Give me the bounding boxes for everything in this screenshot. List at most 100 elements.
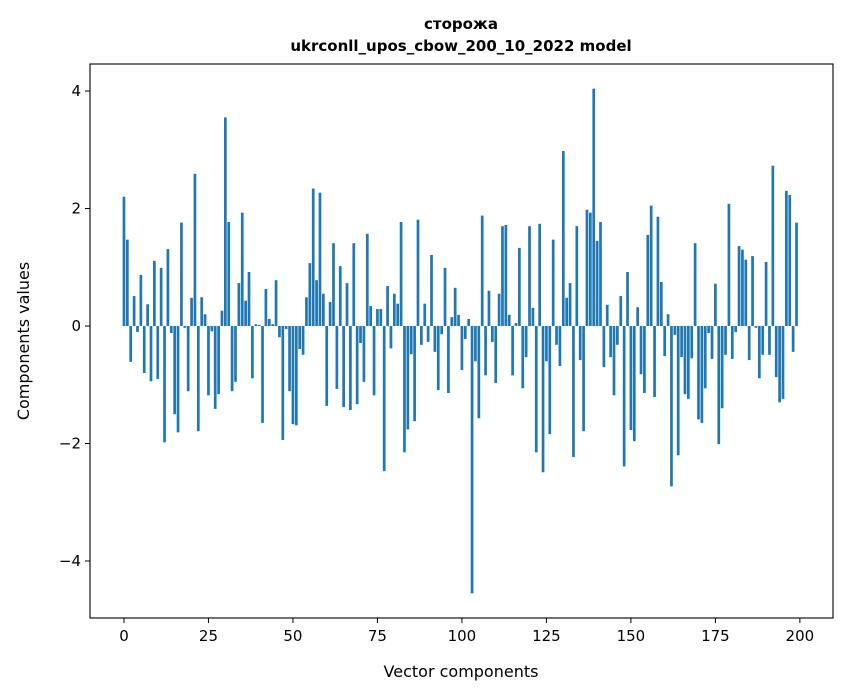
bar-153 bbox=[639, 326, 643, 375]
bar-142 bbox=[602, 326, 606, 368]
bar-42 bbox=[264, 289, 268, 327]
bar-15 bbox=[173, 326, 177, 415]
bar-68 bbox=[352, 243, 356, 327]
bar-73 bbox=[369, 306, 373, 327]
bar-27 bbox=[213, 326, 217, 409]
bar-155 bbox=[646, 234, 650, 327]
bar-149 bbox=[626, 271, 629, 327]
y-tick-label: 0 bbox=[71, 317, 81, 335]
bar-141 bbox=[599, 222, 602, 327]
bar-98 bbox=[453, 287, 457, 327]
bar-41 bbox=[261, 326, 264, 423]
bar-18 bbox=[183, 326, 187, 328]
bar-75 bbox=[376, 308, 379, 327]
bar-97 bbox=[450, 317, 454, 327]
bar-7 bbox=[146, 304, 149, 327]
bar-13 bbox=[166, 249, 170, 327]
bar-122 bbox=[534, 326, 538, 453]
bar-61 bbox=[328, 301, 332, 327]
bar-151 bbox=[632, 326, 636, 442]
bar-85 bbox=[409, 326, 413, 355]
bar-71 bbox=[362, 326, 366, 382]
bar-49 bbox=[288, 326, 291, 392]
bar-192 bbox=[771, 165, 775, 327]
bar-196 bbox=[785, 190, 788, 327]
bar-195 bbox=[781, 326, 785, 399]
bar-130 bbox=[561, 150, 565, 327]
bar-56 bbox=[311, 188, 315, 327]
bar-120 bbox=[528, 226, 531, 327]
bar-87 bbox=[416, 219, 420, 327]
x-tick-label: 25 bbox=[199, 627, 218, 645]
bar-145 bbox=[612, 326, 616, 396]
bar-180 bbox=[730, 326, 734, 359]
bar-55 bbox=[308, 263, 312, 327]
bar-183 bbox=[741, 249, 744, 327]
bar-168 bbox=[690, 326, 694, 359]
bar-79 bbox=[389, 326, 393, 349]
bar-199 bbox=[795, 222, 798, 327]
bar-80 bbox=[392, 293, 396, 327]
bar-102 bbox=[467, 318, 471, 327]
bar-92 bbox=[433, 326, 437, 352]
bar-181 bbox=[734, 326, 738, 332]
bar-143 bbox=[605, 304, 609, 327]
bar-172 bbox=[703, 326, 707, 389]
bar-0 bbox=[122, 196, 126, 327]
bar-72 bbox=[365, 233, 369, 327]
bar-69 bbox=[355, 326, 359, 405]
bar-53 bbox=[301, 326, 305, 355]
bar-96 bbox=[447, 326, 450, 393]
bar-160 bbox=[663, 326, 667, 356]
bar-23 bbox=[200, 297, 204, 327]
bar-43 bbox=[267, 318, 271, 327]
bar-4 bbox=[136, 326, 139, 332]
bar-170 bbox=[697, 326, 700, 420]
chart-subtitle: ukrconll_upos_cbow_200_10_2022 model bbox=[290, 37, 631, 55]
bar-60 bbox=[325, 326, 329, 406]
bar-174 bbox=[710, 326, 714, 359]
bar-38 bbox=[251, 326, 254, 379]
bar-110 bbox=[494, 326, 498, 384]
bar-138 bbox=[588, 212, 592, 327]
bar-20 bbox=[190, 297, 193, 327]
x-tick-label: 125 bbox=[532, 627, 561, 645]
bar-186 bbox=[751, 256, 754, 327]
bar-11 bbox=[159, 267, 163, 327]
bar-16 bbox=[176, 326, 180, 433]
bar-26 bbox=[210, 326, 214, 332]
bar-136 bbox=[582, 326, 585, 432]
y-tick-label: 2 bbox=[71, 200, 81, 218]
bar-48 bbox=[284, 326, 288, 329]
bar-32 bbox=[230, 326, 234, 392]
bar-62 bbox=[332, 243, 335, 327]
y-tick-label: 4 bbox=[71, 82, 81, 100]
bar-78 bbox=[386, 286, 389, 327]
bar-187 bbox=[754, 326, 758, 328]
bar-147 bbox=[619, 296, 623, 327]
bar-63 bbox=[335, 326, 339, 389]
bar-57 bbox=[315, 280, 318, 327]
bar-150 bbox=[629, 326, 633, 431]
bar-86 bbox=[413, 326, 416, 422]
bar-36 bbox=[244, 300, 247, 327]
bar-17 bbox=[180, 222, 183, 327]
bar-83 bbox=[403, 326, 406, 453]
bar-162 bbox=[670, 326, 673, 487]
bar-3 bbox=[132, 296, 136, 327]
bar-123 bbox=[538, 223, 542, 327]
bar-193 bbox=[774, 326, 778, 378]
bar-94 bbox=[440, 326, 443, 335]
bar-37 bbox=[247, 271, 251, 327]
bar-111 bbox=[497, 293, 501, 327]
bar-51 bbox=[294, 326, 298, 426]
bar-137 bbox=[585, 209, 589, 327]
bar-179 bbox=[727, 203, 731, 327]
y-axis-label: Components values bbox=[14, 262, 33, 420]
bar-8 bbox=[149, 326, 153, 382]
bar-50 bbox=[291, 326, 295, 425]
y-tick-label: −2 bbox=[59, 435, 81, 453]
bar-105 bbox=[477, 326, 481, 419]
bar-113 bbox=[504, 224, 508, 327]
bar-93 bbox=[436, 326, 440, 391]
